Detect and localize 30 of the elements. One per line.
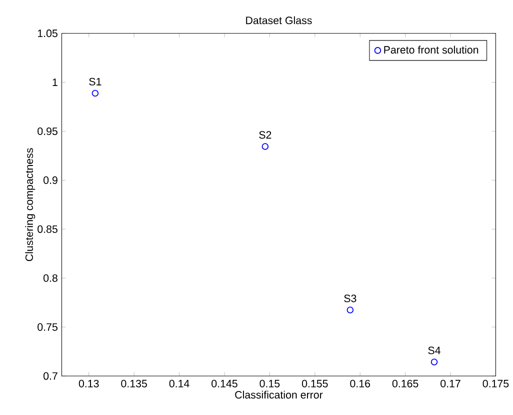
chart-title: Dataset Glass [246,16,312,24]
annotation: S2 [259,131,272,139]
x-tick-label: 0.175 [482,380,509,388]
annotation: S1 [89,78,102,86]
x-tick-label: 0.15 [260,380,280,388]
point [92,90,99,97]
point [262,143,269,150]
annotation: S4 [428,346,440,354]
x-axis-title: Classification error [235,390,323,399]
x-tick-label: 0.13 [78,380,99,388]
y-axis-title: Clustering compactness [25,148,36,262]
y-tick-label: 0.9 [44,176,58,184]
y-tick-label: 0.85 [38,225,58,233]
x-tick-label: 0.16 [350,380,370,388]
x-tick-label: 0.145 [212,380,238,388]
annotation: S3 [344,294,356,302]
y-tick-label: 1.05 [38,30,58,38]
x-tick-label: 0.155 [302,380,328,388]
x-tick-label: 0.17 [440,380,460,388]
x-tick-label: 0.135 [121,380,147,388]
point [430,358,438,366]
y-tick-label: 0.7 [44,372,58,380]
point [346,306,354,314]
y-tick-label: 0.75 [38,323,58,331]
x-tick-label: 0.165 [392,380,418,388]
y-tick-label: 0.8 [44,274,58,282]
y-tick-label: 1 [52,78,58,86]
legend-label: Pareto front solution [384,46,478,54]
y-tick-label: 0.95 [38,127,58,136]
x-tick-label: 0.14 [169,380,190,388]
